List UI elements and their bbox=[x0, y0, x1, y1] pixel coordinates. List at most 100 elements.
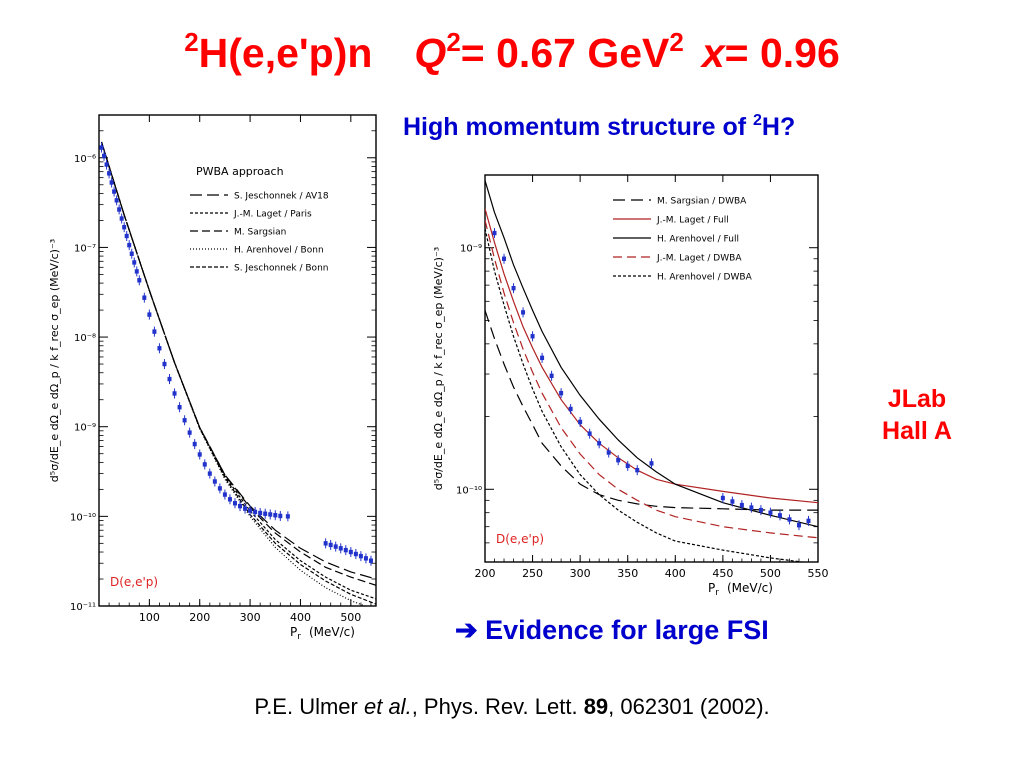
data-point bbox=[268, 512, 273, 517]
data-points bbox=[492, 228, 811, 531]
data-point bbox=[137, 278, 142, 283]
theory-curve bbox=[485, 220, 818, 539]
legend: M. Sargsian / DWBA J.-M. Laget / Full H. A… bbox=[613, 197, 753, 283]
title-isotope-sup: 2 bbox=[184, 27, 199, 57]
theory-curve bbox=[100, 141, 376, 580]
chart-right: 200 250 300 350 400 450 500 550 10⁻¹⁰ 10⁻⁹ Pr (MeV/… bbox=[432, 174, 829, 598]
theory-curve bbox=[100, 141, 376, 586]
data-points bbox=[99, 142, 373, 566]
x-tick-label: 400 bbox=[290, 611, 311, 624]
data-point bbox=[122, 225, 127, 230]
data-point bbox=[549, 373, 554, 378]
x-axis-label-sub: r bbox=[297, 632, 301, 642]
data-point bbox=[323, 541, 328, 546]
legend-entry: J.-M. Laget / DWBA bbox=[656, 254, 742, 264]
data-point bbox=[114, 198, 119, 203]
data-point bbox=[202, 462, 207, 467]
subtitle-tail: H? bbox=[761, 113, 796, 141]
x-axis-label: Pr (MeV/c) bbox=[708, 581, 773, 598]
plot-frame bbox=[484, 174, 819, 563]
data-point bbox=[243, 506, 248, 511]
theory-curve bbox=[485, 180, 818, 528]
y-axis-label: d⁵σ/dE_e dΩ_e dΩ_p / k f_rec σ_ep (MeV/c… bbox=[432, 247, 445, 490]
x-tick-label: 450 bbox=[712, 567, 733, 580]
data-point bbox=[606, 450, 611, 455]
x-tick-label: 500 bbox=[760, 567, 781, 580]
legend-entry: H. Arenhovel / DWBA bbox=[657, 273, 753, 283]
legend-entry: S. Jeschonnek / AV18 bbox=[234, 192, 329, 202]
data-point bbox=[222, 492, 227, 497]
chart-title: PWBA approach bbox=[196, 165, 284, 178]
data-point bbox=[258, 510, 263, 516]
data-point bbox=[777, 513, 782, 518]
theory-curves bbox=[100, 141, 376, 606]
theory-curve bbox=[100, 141, 376, 600]
data-point bbox=[796, 523, 801, 528]
data-point bbox=[129, 251, 134, 256]
citation-rest: , 062301 (2002). bbox=[608, 694, 770, 719]
data-point bbox=[338, 546, 343, 551]
data-point bbox=[768, 510, 773, 515]
x-tick-label: 100 bbox=[139, 611, 160, 624]
data-point bbox=[806, 518, 811, 524]
data-point bbox=[568, 406, 573, 412]
data-point bbox=[559, 390, 564, 396]
data-point bbox=[104, 162, 109, 167]
data-point bbox=[578, 419, 583, 425]
y-tick-label: 10⁻⁸ bbox=[74, 333, 96, 344]
lab-label: JLab Hall A bbox=[862, 383, 972, 447]
data-point bbox=[238, 503, 243, 509]
data-point bbox=[328, 542, 333, 548]
theory-curve bbox=[485, 228, 807, 562]
subtitle-sup: 2 bbox=[753, 112, 762, 129]
plot-frame bbox=[98, 114, 377, 607]
data-point bbox=[263, 511, 268, 516]
data-point bbox=[530, 334, 535, 339]
x-tick-label: 500 bbox=[340, 611, 361, 624]
chart-left: 100 200 300 400 500 10⁻¹¹ 10⁻¹⁰ 10⁻⁹ 10⁻⁸ 10⁻⁷ 10⁻… bbox=[48, 114, 377, 642]
legend-entry: M. Sargsian bbox=[234, 228, 286, 238]
x-tick-label: 400 bbox=[665, 567, 686, 580]
data-point bbox=[540, 355, 545, 361]
data-point bbox=[730, 499, 735, 504]
title-q-value: = 0.67 GeV bbox=[460, 30, 670, 76]
data-point bbox=[273, 513, 278, 518]
data-point bbox=[102, 153, 107, 159]
data-point bbox=[182, 418, 187, 423]
citation-journal: , Phys. Rev. Lett. bbox=[411, 694, 584, 719]
data-point bbox=[99, 145, 104, 150]
x-axis-label: Pr (MeV/c) bbox=[290, 625, 355, 642]
theory-curve bbox=[100, 141, 367, 606]
data-point bbox=[172, 391, 177, 396]
reaction-label: D(e,e'p) bbox=[496, 532, 544, 546]
data-point bbox=[227, 497, 232, 502]
data-point bbox=[587, 431, 592, 436]
lab-line2: Hall A bbox=[882, 417, 952, 445]
x-tick-label: 300 bbox=[240, 611, 261, 624]
data-point bbox=[521, 310, 526, 315]
data-point bbox=[107, 171, 112, 176]
data-point bbox=[132, 260, 137, 265]
data-point bbox=[358, 553, 363, 559]
data-point bbox=[124, 233, 129, 239]
data-point bbox=[597, 441, 602, 446]
data-point bbox=[147, 312, 152, 317]
data-point bbox=[117, 207, 122, 212]
y-tick-label: 10⁻¹¹ bbox=[70, 602, 96, 613]
data-point bbox=[278, 513, 283, 519]
title-x-symbol: x bbox=[701, 30, 725, 76]
y-tick-label: 10⁻⁷ bbox=[74, 243, 96, 254]
arrow-icon: ➔ bbox=[455, 615, 478, 645]
data-point bbox=[720, 495, 725, 501]
y-tick-label: 10⁻⁶ bbox=[74, 154, 96, 165]
legend-entry: S. Jeschonnek / Bonn bbox=[234, 264, 328, 274]
data-point bbox=[492, 230, 497, 236]
data-point bbox=[112, 189, 117, 194]
data-point bbox=[177, 405, 182, 410]
data-point bbox=[187, 430, 192, 435]
y-tick-label: 10⁻⁹ bbox=[74, 423, 96, 434]
title-q-sup: 2 bbox=[446, 27, 461, 57]
data-point bbox=[248, 508, 253, 513]
reaction-label: D(e,e'p) bbox=[110, 575, 158, 589]
data-point bbox=[502, 256, 507, 261]
